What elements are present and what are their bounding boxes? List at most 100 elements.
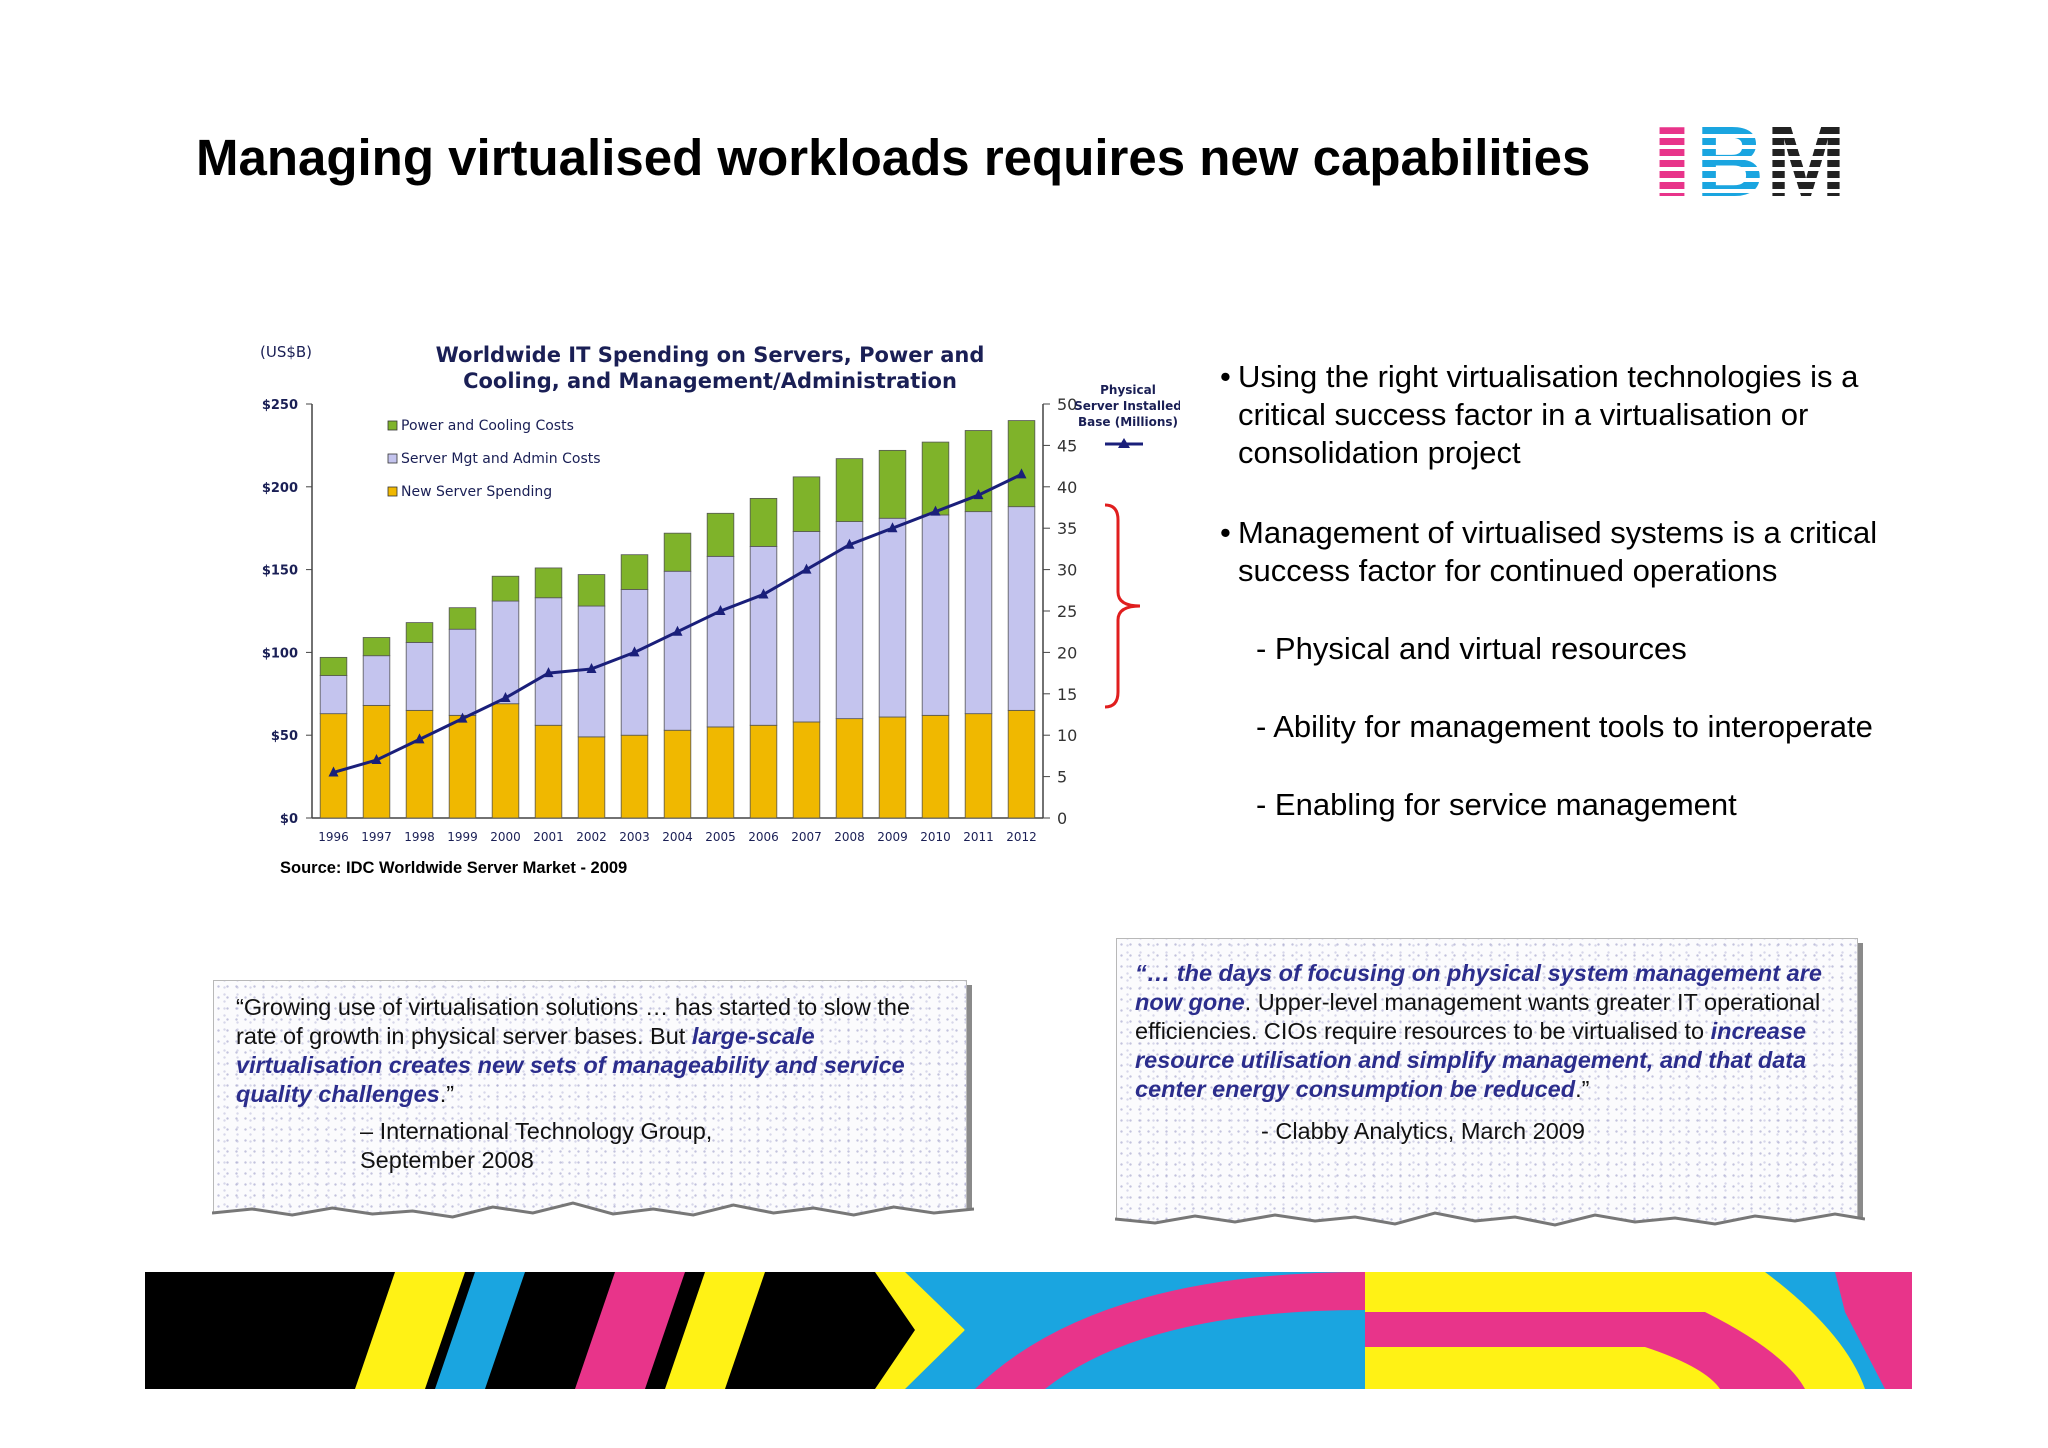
legend-label: Power and Cooling Costs (401, 418, 574, 434)
sub-bullet-item: - Enabling for service management (1256, 787, 1737, 822)
legend-swatch (387, 453, 398, 464)
right-tick-label: 25 (1057, 602, 1077, 621)
legend-label: New Server Spending (401, 484, 552, 500)
bar-segment (835, 458, 864, 522)
installed-base-point (500, 691, 511, 702)
right-axis-label: Server Installed (1074, 399, 1180, 413)
ibm-letter-m: M (1766, 116, 1846, 204)
chart-title-line-2: Cooling, and Management/Administration (463, 369, 957, 393)
bullet-item: • Management of virtualised systems is a … (1220, 515, 1878, 588)
ibm-letter-i: I (1648, 116, 1696, 204)
x-tick-label: 1998 (404, 830, 435, 844)
right-tick-label: 30 (1057, 561, 1077, 580)
bullet-item: • Using the right virtualisation technolo… (1220, 359, 1859, 470)
sub-bullet-item: - Physical and virtual resources (1256, 631, 1687, 666)
torn-edge (212, 1201, 974, 1229)
bar-segment (792, 721, 821, 819)
chart-source: Source: IDC Worldwide Server Market - 20… (280, 859, 628, 877)
bar-segment (405, 709, 434, 819)
bar-segment (921, 514, 950, 716)
installed-base-point (414, 733, 425, 744)
left-tick-label: $200 (262, 481, 298, 496)
bar-segment (921, 714, 950, 819)
x-tick-label: 2010 (920, 830, 951, 844)
right-axis-label: Physical (1100, 383, 1156, 397)
bar-segment (620, 589, 649, 736)
right-tick-label: 50 (1057, 395, 1077, 414)
x-tick-label: 1999 (447, 830, 478, 844)
right-tick-label: 15 (1057, 685, 1077, 704)
bar-segment (620, 734, 649, 819)
bar-segment (362, 637, 391, 657)
bar-segment (577, 736, 606, 819)
right-axis-label: Base (Millions) (1078, 415, 1178, 429)
bar-segment (964, 713, 993, 819)
sub-bullet-item: - Ability for management tools to intero… (1256, 709, 1873, 744)
x-tick-label: 2000 (490, 830, 521, 844)
quote-attribution: - Clabby Analytics, March 2009 (1261, 1118, 1585, 1144)
quote-card-itg: “Growing use of virtualisation solutions… (212, 980, 974, 1229)
right-tick-label: 5 (1057, 768, 1067, 787)
bar-segment (491, 600, 520, 705)
legend-label: Server Mgt and Admin Costs (401, 451, 601, 467)
bar-segment (749, 724, 778, 819)
bar-segment (663, 729, 692, 819)
right-tick-label: 45 (1057, 436, 1077, 455)
bar-segment (792, 476, 821, 532)
bar-segment (534, 724, 563, 819)
right-axis-legend-marker (1118, 438, 1130, 448)
bar-segment (878, 449, 907, 519)
bar-segment (1007, 709, 1036, 819)
spending-chart: (US$B) Worldwide IT Spending on Servers, … (260, 343, 1180, 844)
bar-segment (663, 532, 692, 572)
bar-segment (491, 575, 520, 602)
installed-base-point (586, 662, 597, 673)
bar-segment (448, 607, 477, 630)
left-tick-label: $250 (262, 398, 298, 413)
bar-segment (405, 642, 434, 711)
bar-segment (921, 441, 950, 516)
installed-base-point (715, 605, 726, 615)
left-tick-label: $0 (280, 812, 298, 827)
bar-segment (319, 713, 348, 819)
bar-segment (706, 726, 735, 819)
x-tick-label: 2001 (533, 830, 564, 844)
x-tick-label: 2007 (791, 830, 822, 844)
bar-segment (577, 574, 606, 607)
x-tick-label: 2002 (576, 830, 607, 844)
bar-segment (534, 567, 563, 599)
right-tick-label: 40 (1057, 478, 1077, 497)
x-tick-label: 2012 (1006, 830, 1037, 844)
bar-segment (448, 714, 477, 819)
bar-segment (835, 521, 864, 720)
bar-segment (706, 512, 735, 557)
legend-swatch (387, 486, 398, 497)
page-title: Managing virtualised workloads requires … (196, 129, 1591, 186)
installed-base-point (801, 563, 812, 574)
y-axis-unit-label: (US$B) (260, 343, 312, 361)
right-tick-label: 20 (1057, 643, 1077, 662)
installed-base-point (844, 538, 855, 549)
chart-title-line-1: Worldwide IT Spending on Servers, Power … (436, 343, 985, 367)
quote-card-clabby: “… the days of focusing on physical syst… (1115, 938, 1865, 1237)
x-tick-label: 2003 (619, 830, 650, 844)
installed-base-point (887, 522, 898, 533)
x-tick-label: 1996 (318, 830, 349, 844)
bar-segment (491, 703, 520, 819)
installed-base-point (328, 766, 339, 777)
bar-segment (792, 531, 821, 723)
ibm-letter-b: B (1696, 116, 1764, 204)
x-tick-label: 2005 (705, 830, 736, 844)
bar-segment (319, 656, 348, 676)
installed-base-point (543, 667, 554, 678)
bar-segment (1007, 420, 1036, 508)
bar-segment (878, 716, 907, 819)
x-tick-label: 2009 (877, 830, 908, 844)
bar-segment (964, 511, 993, 715)
installed-base-point (672, 625, 683, 636)
installed-base-point (930, 505, 941, 516)
bar-segment (706, 555, 735, 728)
x-tick-label: 2004 (662, 830, 693, 844)
quote-text: “Growing use of virtualisation solutions… (236, 994, 910, 1107)
right-tick-label: 0 (1057, 809, 1067, 828)
